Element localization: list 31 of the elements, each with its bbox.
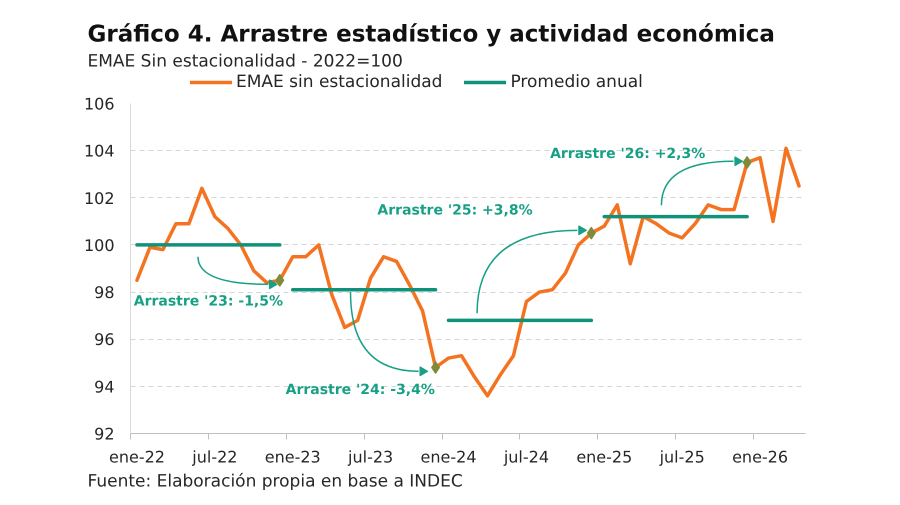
y-tick-label: 94 bbox=[94, 377, 114, 396]
x-tick-label: jul-24 bbox=[502, 448, 550, 466]
x-tick-label: ene-22 bbox=[109, 448, 165, 466]
line-series bbox=[135, 146, 801, 398]
x-tick-label: jul-25 bbox=[658, 448, 705, 466]
x-tick-label: jul-22 bbox=[191, 448, 238, 466]
legend-label: Promedio anual bbox=[510, 72, 643, 92]
annotation: Arrastre '25: +3,8% bbox=[377, 202, 533, 218]
point bbox=[275, 274, 284, 287]
source-note: Fuente: Elaboración propia en base a INDEC bbox=[88, 472, 463, 492]
y-tick-label: 98 bbox=[94, 283, 114, 302]
y-tick-label: 102 bbox=[84, 188, 115, 208]
legend-label: EMAE sin estacionalidad bbox=[236, 72, 442, 92]
x-tick-label: ene-24 bbox=[420, 448, 477, 466]
y-tick-label: 104 bbox=[84, 142, 115, 161]
chart-title: Gráfico 4. Arrastre estadístico y actividad económica bbox=[88, 22, 775, 48]
annotation: Arrastre '23: -1,5% bbox=[134, 294, 284, 310]
x-tick-label: ene-23 bbox=[264, 448, 321, 466]
chart-subtitle: EMAE Sin estacionalidad - 2022=100 bbox=[88, 52, 403, 72]
point bbox=[586, 226, 596, 240]
y-tick-label: 96 bbox=[94, 330, 114, 350]
annotation: Arrastre '24: -3,4% bbox=[286, 382, 435, 398]
y-tick-label: 100 bbox=[84, 236, 115, 255]
x-tick-label: ene-25 bbox=[576, 448, 632, 466]
x-tick-label: jul-23 bbox=[347, 448, 394, 466]
point bbox=[431, 361, 440, 374]
annotation: Arrastre '26: +2,3% bbox=[550, 146, 706, 162]
y-tick-label: 92 bbox=[94, 424, 114, 444]
point bbox=[742, 156, 752, 169]
x-tick-label: ene-26 bbox=[732, 448, 788, 466]
y-tick-label: 106 bbox=[84, 94, 115, 114]
